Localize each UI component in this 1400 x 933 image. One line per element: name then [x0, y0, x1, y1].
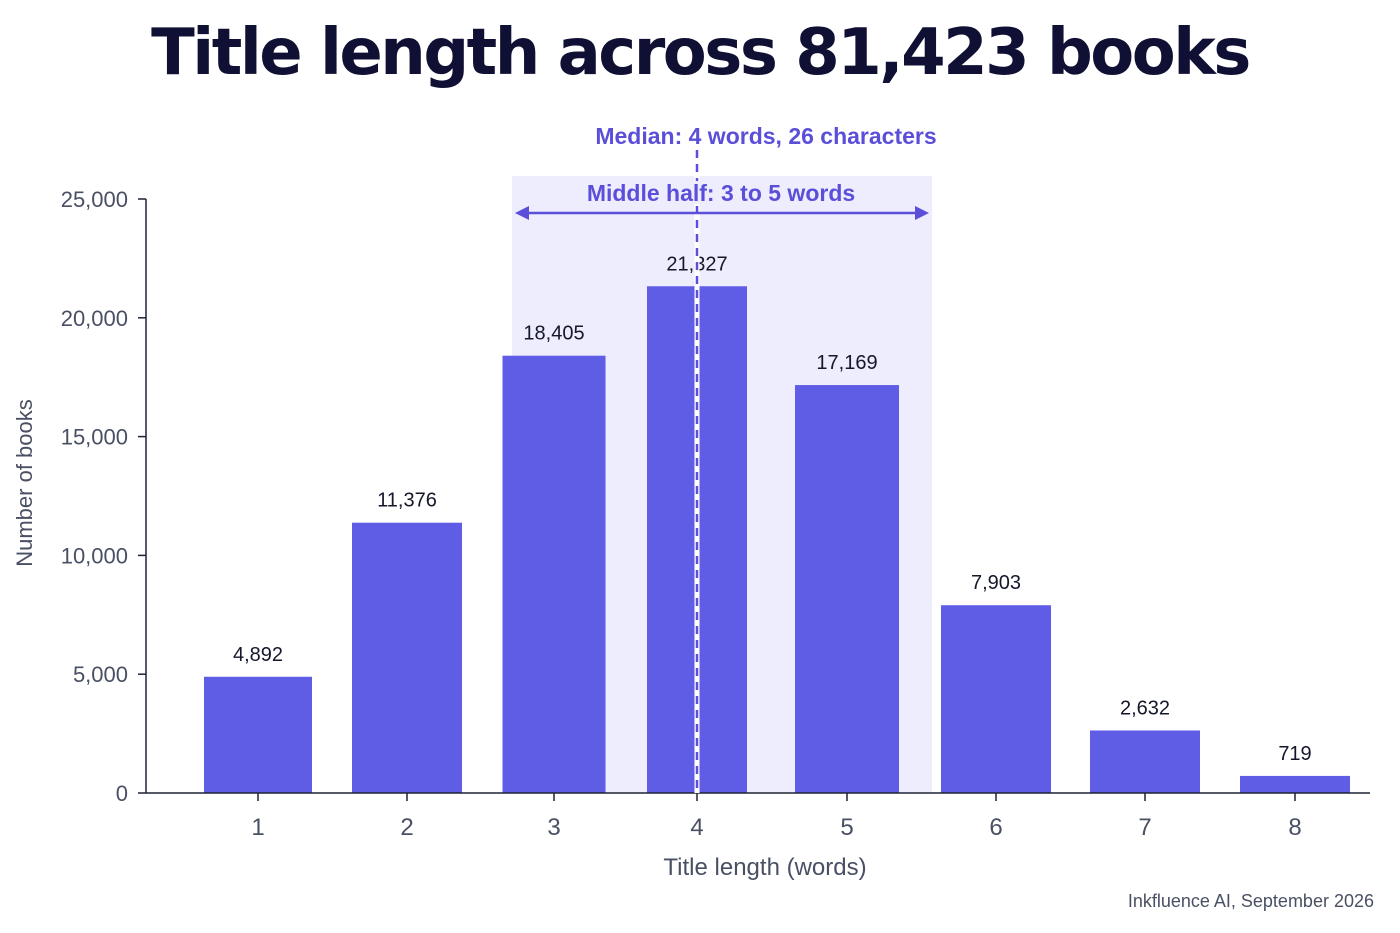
source-note: Inkfluence AI, September 2026	[1127, 891, 1374, 911]
value-label-2: 11,376	[377, 490, 437, 512]
value-labels-layer: 4,89211,37618,40521,32717,1697,9032,6327…	[233, 253, 1312, 765]
value-label-8: 719	[1278, 743, 1311, 765]
y-tick-label: 15,000	[61, 425, 128, 450]
arrowhead-right-icon	[915, 206, 929, 220]
x-tick-label: 2	[400, 814, 413, 841]
value-label-1: 4,892	[233, 644, 283, 666]
x-axis-title: Title length (words)	[663, 854, 866, 881]
chart-title: Title length across 81,423 books	[151, 16, 1251, 90]
y-tick-label: 20,000	[61, 306, 128, 331]
x-tick-label: 5	[840, 814, 853, 841]
bar-8	[1240, 775, 1350, 793]
value-label-6: 7,903	[971, 572, 1021, 594]
y-tick-label: 10,000	[61, 543, 128, 568]
x-tick-label: 6	[989, 814, 1002, 841]
middle-half-label: Middle half: 3 to 5 words	[587, 180, 855, 206]
median-label: Median: 4 words, 26 characters	[595, 123, 936, 149]
y-axis-title: Number of books	[12, 399, 37, 567]
x-tick-label: 4	[690, 814, 703, 841]
bar-3	[502, 355, 606, 793]
arrowhead-left-icon	[515, 206, 529, 220]
bar-5	[795, 385, 899, 793]
bar-6	[941, 605, 1051, 793]
value-label-5: 17,169	[816, 352, 877, 374]
bar-2	[352, 522, 462, 793]
y-tick-label: 25,000	[61, 187, 128, 212]
x-tick-label: 7	[1138, 814, 1151, 841]
x-tick-label: 3	[547, 814, 560, 841]
bar-1	[204, 676, 312, 793]
x-tick-label: 1	[251, 814, 264, 841]
y-tick-label: 0	[116, 781, 128, 806]
value-label-3: 18,405	[523, 323, 584, 345]
axes-layer: 0 5,000 10,000 15,000 20,000 25,000 1 2 3 4 5 6 7 8 Ti…	[12, 187, 1370, 881]
x-tick-label: 8	[1288, 814, 1301, 841]
annotations-layer: Median: 4 words, 26 characters Middle hal…	[515, 120, 940, 793]
value-label-7: 2,632	[1120, 697, 1170, 719]
bar-7	[1090, 730, 1200, 793]
y-tick-label: 5,000	[73, 662, 128, 687]
